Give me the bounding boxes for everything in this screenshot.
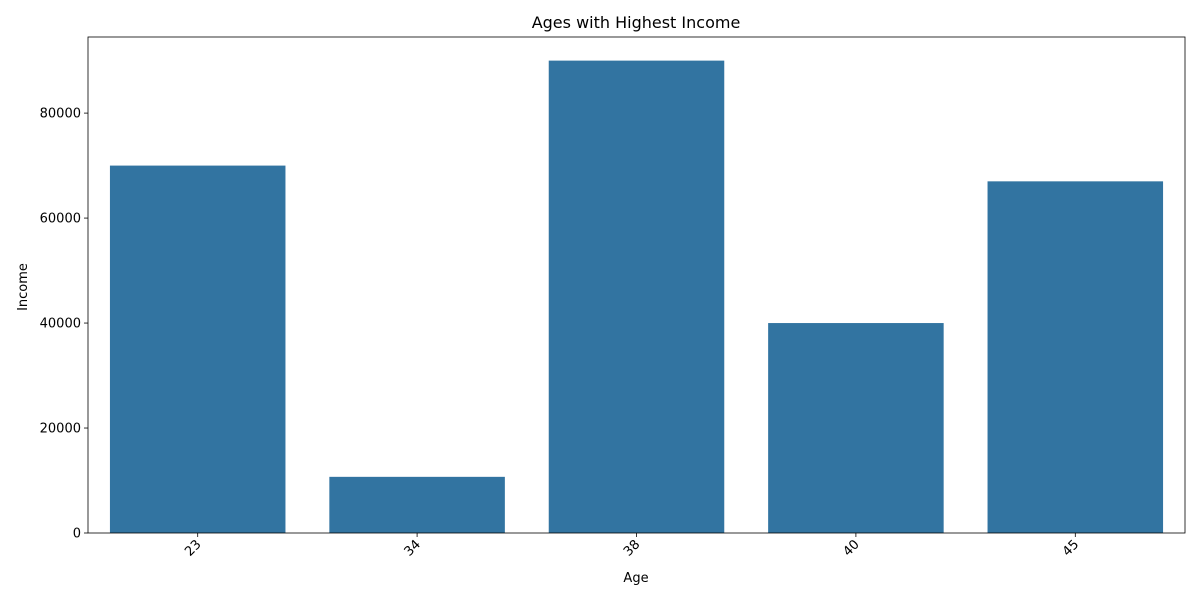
- x-tick-label-40: 40: [840, 537, 862, 559]
- y-tick-label-20000: 20000: [40, 422, 81, 437]
- x-tick-label-45: 45: [1060, 537, 1082, 559]
- x-axis-ticks: 23 34 38 40 45: [182, 533, 1082, 560]
- y-tick-label-60000: 60000: [40, 212, 81, 227]
- bar-23: [109, 165, 286, 533]
- chart-title: Ages with Highest Income: [532, 13, 741, 32]
- y-tick-label-0: 0: [73, 527, 81, 542]
- bar-45: [987, 181, 1164, 533]
- bar-34: [329, 476, 505, 533]
- x-tick-label-38: 38: [621, 537, 643, 559]
- bar-40: [768, 323, 944, 533]
- y-axis-ticks: 0 20000 40000 60000 80000: [40, 107, 88, 542]
- x-tick-label-23: 23: [182, 537, 204, 559]
- y-axis-label: Income: [16, 263, 31, 311]
- y-tick-label-80000: 80000: [40, 107, 81, 122]
- bars: [109, 60, 1164, 533]
- plot-area-frame: [87, 36, 1186, 534]
- x-tick-label-34: 34: [402, 537, 424, 559]
- bar-38: [548, 60, 725, 533]
- y-tick-label-40000: 40000: [40, 317, 81, 332]
- x-axis-label: Age: [623, 571, 648, 586]
